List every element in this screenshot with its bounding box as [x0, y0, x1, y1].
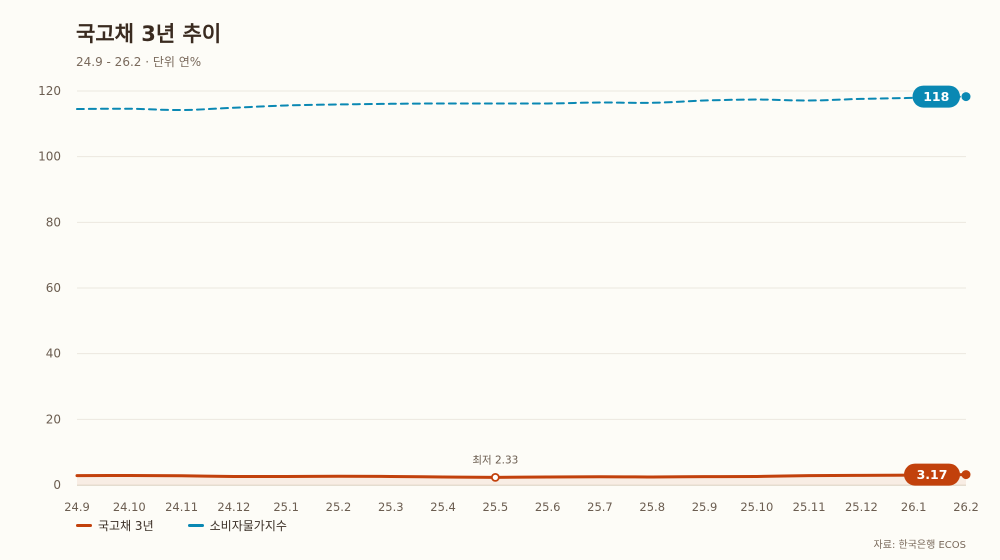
x-tick-label: 25.6 — [535, 500, 561, 514]
chart-subtitle: 24.9 - 26.2 · 단위 연% — [76, 55, 202, 69]
legend-swatch-bond — [76, 524, 92, 527]
end-point-bond — [961, 470, 971, 480]
x-tick-label: 25.11 — [793, 500, 826, 514]
chart-title: 국고채 3년 추이 — [76, 22, 222, 46]
legend-label-cpi: 소비자물가지수 — [209, 519, 287, 533]
legend: 국고채 3년 소비자물가지수 — [76, 517, 287, 534]
end-label-pill-cpi — [912, 85, 960, 108]
point-markers — [490, 92, 971, 482]
x-tick-label: 24.12 — [217, 500, 250, 514]
y-tick-label: 20 — [46, 412, 61, 426]
x-tick-label: 24.9 — [64, 500, 90, 514]
source-note: 자료: 한국은행 ECOS — [873, 540, 966, 551]
legend-label-bond: 국고채 3년 — [98, 519, 154, 533]
series-lines — [75, 95, 968, 479]
y-tick-label: 100 — [38, 150, 61, 164]
end-point-cpi — [961, 92, 971, 102]
y-axis: 0 20 40 60 80 100 120 — [38, 84, 61, 492]
x-tick-label: 25.9 — [692, 500, 718, 514]
x-tick-label: 25.4 — [430, 500, 456, 514]
end-label-pill-bond — [904, 463, 960, 486]
x-tick-label: 26.1 — [901, 500, 927, 514]
series-line-bond — [75, 473, 968, 479]
legend-item-bond[interactable]: 국고채 3년 — [76, 517, 154, 534]
x-tick-label: 24.10 — [113, 500, 146, 514]
end-label-cpi: 118 — [923, 89, 949, 104]
gridlines — [77, 90, 966, 486]
x-tick-label: 25.8 — [639, 500, 665, 514]
x-tick-label: 24.11 — [165, 500, 198, 514]
x-tick-label: 25.7 — [587, 500, 613, 514]
x-tick-label: 25.10 — [740, 500, 773, 514]
x-tick-label: 25.3 — [378, 500, 404, 514]
y-tick-label: 120 — [38, 84, 61, 98]
x-tick-label: 25.5 — [483, 500, 509, 514]
data-labels: 3.17 118 최저 2.33 — [472, 85, 960, 486]
legend-item-cpi[interactable]: 소비자물가지수 — [187, 517, 287, 534]
y-tick-label: 0 — [53, 478, 61, 492]
y-tick-label: 80 — [46, 215, 61, 229]
min-point-label: 최저 2.33 — [472, 454, 518, 466]
series-line-cpi — [76, 95, 967, 112]
y-tick-label: 40 — [46, 347, 61, 361]
x-axis: 24.9 24.10 24.11 24.12 25.1 25.2 25.3 25.4 25.5 2… — [64, 500, 979, 514]
x-tick-label: 26.2 — [953, 500, 979, 514]
legend-swatch-cpi — [187, 524, 204, 527]
min-point-marker — [490, 472, 500, 482]
end-label-bond: 3.17 — [917, 467, 948, 482]
x-tick-label: 25.1 — [273, 500, 299, 514]
x-tick-label: 25.12 — [845, 500, 878, 514]
y-tick-label: 60 — [46, 281, 61, 295]
x-tick-label: 25.2 — [326, 500, 352, 514]
